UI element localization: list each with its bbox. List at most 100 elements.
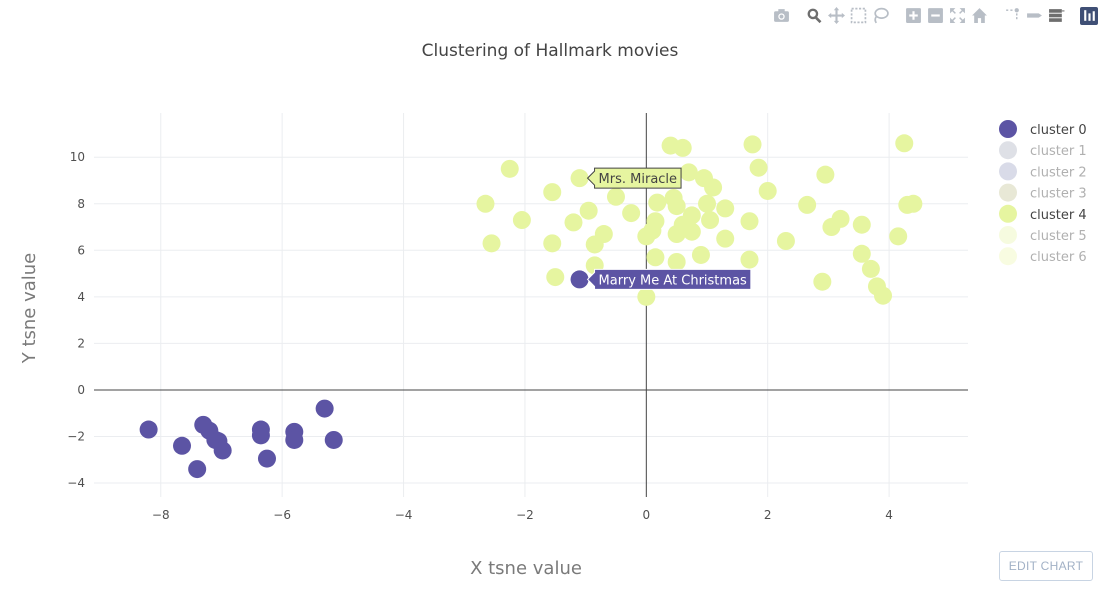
modebar-group-export xyxy=(772,6,791,25)
scatter-point-cluster-4[interactable] xyxy=(564,213,583,232)
legend-item-cluster-5[interactable]: cluster 5 xyxy=(999,226,1087,244)
legend-label: cluster 4 xyxy=(1030,208,1087,223)
scatter-point-cluster-4[interactable] xyxy=(758,181,777,200)
scatter-point-cluster-4[interactable] xyxy=(716,199,735,218)
legend-item-cluster-4[interactable]: cluster 4 xyxy=(999,204,1087,223)
camera-icon[interactable] xyxy=(772,6,791,25)
scatter-point-cluster-4[interactable] xyxy=(648,193,667,212)
scatter-point-cluster-4[interactable] xyxy=(716,229,735,248)
scatter-points[interactable] xyxy=(139,134,923,479)
scatter-point-cluster-4[interactable] xyxy=(816,165,835,184)
y-tick-label: 10 xyxy=(70,150,85,164)
scatter-point-cluster-4[interactable] xyxy=(679,163,698,182)
scatter-point-cluster-0[interactable] xyxy=(173,436,192,455)
scatter-point-cluster-4[interactable] xyxy=(637,287,656,306)
scatter-point-cluster-4[interactable] xyxy=(682,206,701,225)
lasso-select-icon[interactable] xyxy=(871,6,890,25)
legend-marker xyxy=(999,120,1017,138)
scatter-point-cluster-4[interactable] xyxy=(646,212,665,231)
legend-item-cluster-0[interactable]: cluster 0 xyxy=(999,120,1087,138)
scatter-point-cluster-4[interactable] xyxy=(743,135,762,154)
scatter-point-cluster-4[interactable] xyxy=(546,268,565,287)
scatter-point-cluster-4[interactable] xyxy=(798,195,817,214)
scatter-point-cluster-0[interactable] xyxy=(139,420,158,439)
modebar-group-drag xyxy=(805,6,890,25)
svg-text:Marry Me At Christmas: Marry Me At Christmas xyxy=(599,273,747,288)
scatter-point-cluster-0[interactable] xyxy=(570,270,589,289)
scatter-point-cluster-4[interactable] xyxy=(813,272,832,291)
autoscale-icon[interactable] xyxy=(948,6,967,25)
scatter-point-cluster-4[interactable] xyxy=(512,211,531,230)
y-axis-ticks: −4 −2 0 2 4 6 8 10 xyxy=(67,150,85,490)
y-axis-label: Y tsne value xyxy=(19,253,40,365)
scatter-point-cluster-0[interactable] xyxy=(315,399,334,418)
scatter-point-cluster-4[interactable] xyxy=(701,211,720,230)
scatter-point-cluster-4[interactable] xyxy=(698,194,717,213)
hover-compare-icon[interactable] xyxy=(1047,6,1066,25)
home-icon[interactable] xyxy=(970,6,989,25)
scatter-point-cluster-4[interactable] xyxy=(646,248,665,267)
scatter-point-cluster-4[interactable] xyxy=(691,245,710,264)
scatter-point-cluster-0[interactable] xyxy=(285,430,304,449)
scatter-point-cluster-4[interactable] xyxy=(622,204,641,223)
zoom-in-icon[interactable] xyxy=(904,6,923,25)
scatter-point-cluster-4[interactable] xyxy=(831,209,850,228)
scatter-point-cluster-4[interactable] xyxy=(852,215,871,234)
scatter-point-cluster-4[interactable] xyxy=(904,194,923,213)
legend-marker xyxy=(999,183,1017,202)
scatter-point-cluster-4[interactable] xyxy=(594,225,613,244)
scatter-point-cluster-4[interactable] xyxy=(667,197,686,216)
zoom-icon[interactable] xyxy=(805,6,824,25)
scatter-point-cluster-4[interactable] xyxy=(543,183,562,202)
scatter-point-cluster-0[interactable] xyxy=(188,460,207,479)
edit-chart-button[interactable]: EDIT CHART xyxy=(999,551,1093,581)
x-tick-label: −4 xyxy=(395,508,413,522)
legend-marker xyxy=(999,204,1017,223)
y-tick-label: 2 xyxy=(77,336,85,350)
legend-label: cluster 0 xyxy=(1030,123,1087,138)
scatter-point-cluster-4[interactable] xyxy=(895,134,914,153)
scatter-point-cluster-4[interactable] xyxy=(861,259,880,278)
scatter-point-cluster-4[interactable] xyxy=(673,138,692,157)
x-tick-label: −8 xyxy=(152,508,170,522)
legend-item-cluster-2[interactable]: cluster 2 xyxy=(999,162,1087,181)
scatter-point-cluster-4[interactable] xyxy=(704,178,723,197)
scatter-point-cluster-4[interactable] xyxy=(740,212,759,231)
legend-label: cluster 3 xyxy=(1030,187,1087,202)
scatter-point-cluster-4[interactable] xyxy=(776,232,795,250)
spike-lines-icon[interactable] xyxy=(1003,6,1022,25)
scatter-point-cluster-4[interactable] xyxy=(606,187,625,206)
scatter-point-cluster-4[interactable] xyxy=(500,159,519,178)
scatter-point-cluster-4[interactable] xyxy=(543,234,562,253)
scatter-point-cluster-0[interactable] xyxy=(324,430,343,449)
x-tick-label: −2 xyxy=(516,508,534,522)
scatter-point-cluster-0[interactable] xyxy=(251,426,270,445)
legend-item-cluster-3[interactable]: cluster 3 xyxy=(999,183,1087,202)
scatter-point-cluster-4[interactable] xyxy=(740,250,759,269)
legend-item-cluster-6[interactable]: cluster 6 xyxy=(999,247,1087,266)
scatter-point-cluster-4[interactable] xyxy=(482,234,501,253)
scatter-point-cluster-4[interactable] xyxy=(667,252,686,271)
legend[interactable]: cluster 0 cluster 1 cluster 2 cluster 3 clus… xyxy=(999,120,1087,266)
scatter-point-cluster-4[interactable] xyxy=(852,244,871,263)
scatter-point-cluster-4[interactable] xyxy=(682,222,701,241)
scatter-point-cluster-0[interactable] xyxy=(257,449,276,468)
pan-icon[interactable] xyxy=(827,6,846,25)
legend-item-cluster-1[interactable]: cluster 1 xyxy=(999,141,1087,160)
hover-closest-icon[interactable] xyxy=(1025,6,1044,25)
legend-marker xyxy=(999,226,1017,244)
scatter-point-cluster-4[interactable] xyxy=(476,194,495,213)
scatter-point-cluster-4[interactable] xyxy=(749,158,768,177)
scatter-point-cluster-4[interactable] xyxy=(579,201,598,220)
scatter-point-cluster-4[interactable] xyxy=(570,169,589,188)
zoom-out-icon[interactable] xyxy=(926,6,945,25)
scatter-point-cluster-4[interactable] xyxy=(874,286,893,305)
scatter-point-cluster-0[interactable] xyxy=(213,441,232,460)
plotly-logo-icon[interactable] xyxy=(1080,6,1098,25)
box-select-icon[interactable] xyxy=(849,6,868,25)
scatter-point-cluster-4[interactable] xyxy=(889,227,908,246)
x-tick-label: 4 xyxy=(885,508,893,522)
